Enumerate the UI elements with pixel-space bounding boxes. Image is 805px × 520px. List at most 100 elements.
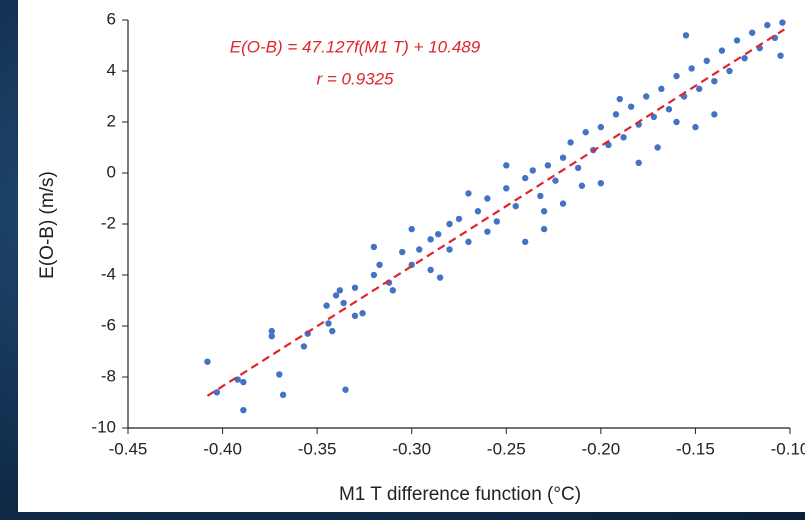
x-tick-label: -0.30 bbox=[392, 439, 431, 458]
scatter-point bbox=[537, 192, 544, 200]
scatter-point bbox=[682, 32, 690, 39]
correlation: r = 0.9325 bbox=[316, 69, 394, 88]
scatter-point bbox=[465, 190, 472, 197]
scatter-point bbox=[329, 327, 336, 335]
scatter-point bbox=[455, 215, 463, 223]
scatter-point bbox=[276, 371, 283, 378]
scatter-point bbox=[446, 246, 453, 253]
scatter-point bbox=[351, 284, 359, 291]
scatter-point bbox=[559, 154, 567, 161]
trendline bbox=[206, 28, 785, 397]
scatter-point bbox=[665, 106, 673, 113]
scatter-point bbox=[688, 65, 695, 72]
y-tick-label: -8 bbox=[101, 366, 116, 385]
scatter-point bbox=[434, 231, 442, 238]
scatter-point bbox=[399, 248, 406, 256]
scatter-point bbox=[268, 333, 275, 340]
scatter-point bbox=[612, 111, 620, 118]
scatter-point bbox=[703, 57, 710, 64]
scatter-point bbox=[718, 47, 726, 54]
scatter-point bbox=[474, 208, 482, 215]
scatter-point bbox=[692, 123, 699, 131]
scatter-point bbox=[436, 274, 444, 281]
scatter-point bbox=[240, 406, 247, 414]
x-tick-label: -0.35 bbox=[298, 439, 337, 458]
scatter-point bbox=[616, 95, 623, 103]
scatter-point bbox=[711, 111, 718, 118]
scatter-point bbox=[741, 55, 748, 62]
x-axis-label: M1 T difference function (°C) bbox=[339, 484, 581, 505]
scatter-point bbox=[726, 67, 733, 75]
scatter-point bbox=[733, 37, 741, 44]
scatter-point bbox=[696, 85, 703, 93]
scatter-point bbox=[484, 228, 491, 235]
scatter-point bbox=[643, 93, 650, 100]
scatter-point bbox=[673, 118, 680, 126]
scatter-point bbox=[567, 139, 574, 146]
scatter-point bbox=[711, 78, 718, 85]
scatter-point bbox=[559, 200, 567, 207]
y-tick-label: 0 bbox=[107, 162, 116, 181]
scatter-point bbox=[673, 72, 680, 80]
scatter-point bbox=[552, 177, 559, 184]
scatter-point bbox=[427, 266, 434, 274]
x-tick-label: -0.45 bbox=[109, 439, 148, 458]
scatter-point bbox=[268, 327, 275, 335]
scatter-point bbox=[779, 19, 786, 26]
scatter-point bbox=[540, 208, 548, 215]
scatter-point bbox=[578, 182, 586, 189]
scatter-point bbox=[512, 202, 519, 210]
scatter-point bbox=[529, 167, 536, 174]
y-tick-label: -4 bbox=[101, 264, 116, 283]
scatter-point bbox=[597, 123, 605, 131]
scatter-point bbox=[332, 292, 340, 299]
scatter-point bbox=[658, 85, 665, 93]
scatter-point bbox=[204, 358, 211, 365]
scatter-point bbox=[465, 238, 472, 246]
scatter-point bbox=[340, 299, 347, 307]
scatter-point bbox=[342, 386, 349, 393]
equation: E(O-B) = 47.127f(M1 T) + 10.489 bbox=[230, 37, 481, 56]
scatter-point bbox=[336, 287, 344, 294]
scatter-point bbox=[370, 271, 378, 279]
scatter-point bbox=[279, 391, 287, 399]
scatter-point bbox=[540, 225, 548, 233]
scatter-point bbox=[748, 29, 756, 36]
scatter-point bbox=[627, 103, 635, 110]
y-tick-label: 4 bbox=[107, 60, 116, 79]
scatter-point bbox=[493, 218, 501, 225]
y-tick-label: -6 bbox=[101, 315, 116, 334]
chart-panel bbox=[18, 0, 805, 512]
scatter-point bbox=[427, 236, 434, 243]
scatter-point bbox=[213, 389, 221, 396]
scatter-point bbox=[654, 144, 661, 151]
scatter-point bbox=[574, 164, 582, 172]
scatter-point bbox=[503, 162, 510, 169]
y-tick-label: -2 bbox=[101, 213, 116, 232]
scatter-point bbox=[777, 52, 784, 59]
scatter-point bbox=[620, 134, 627, 141]
scatter-point bbox=[376, 261, 383, 268]
scatter-point bbox=[446, 220, 453, 228]
scatter-point bbox=[323, 302, 330, 309]
x-tick-label: -0.15 bbox=[676, 439, 715, 458]
scatter-point bbox=[503, 185, 510, 192]
scatter-point bbox=[359, 310, 366, 317]
scatter-point bbox=[300, 343, 308, 350]
scatter-point bbox=[522, 174, 529, 182]
scatter-point bbox=[650, 113, 658, 121]
scatter-point bbox=[544, 162, 552, 169]
scatter-point bbox=[484, 195, 491, 202]
scatter-point bbox=[764, 21, 771, 29]
x-tick-label: -0.10 bbox=[771, 439, 805, 458]
x-tick-label: -0.20 bbox=[581, 439, 620, 458]
scatter-point bbox=[416, 246, 423, 253]
x-tick-label: -0.25 bbox=[487, 439, 526, 458]
scatter-point bbox=[408, 225, 415, 233]
x-tick-label: -0.40 bbox=[203, 439, 242, 458]
scatter-point bbox=[597, 180, 605, 187]
scatter-point bbox=[351, 312, 359, 319]
y-tick-label: 6 bbox=[107, 9, 116, 28]
